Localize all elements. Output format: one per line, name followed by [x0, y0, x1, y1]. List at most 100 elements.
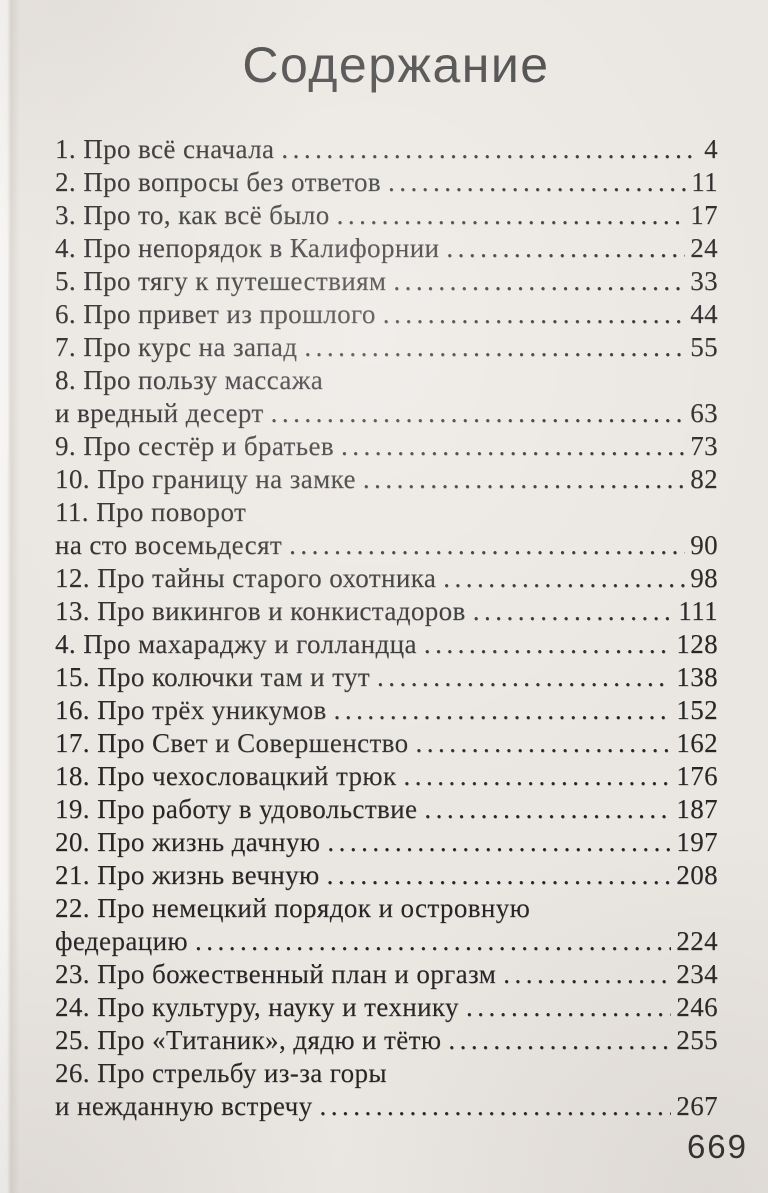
dot-leader	[383, 298, 685, 331]
toc-page-number: 4	[704, 134, 718, 164]
dot-leader	[271, 397, 686, 430]
toc-line: и вредный десерт 63	[55, 397, 718, 430]
toc-entry-title: 22. Про немецкий порядок и островную	[55, 893, 531, 923]
toc-line: 4. Про махараджу и голландца 128	[55, 628, 718, 661]
toc-line: 4. Про непорядок в Калифорнии 24	[55, 232, 718, 265]
dot-leader	[424, 793, 671, 826]
dot-leader	[393, 265, 685, 298]
toc-entry: 17. Про Свет и Совершенство 162	[55, 727, 718, 760]
dot-leader	[388, 166, 686, 199]
toc-entry: 2. Про вопросы без ответов 11	[55, 166, 718, 199]
toc-page-number: 267	[676, 1091, 718, 1121]
toc-entry-title: 10. Про границу на замке	[55, 464, 356, 494]
dot-leader	[377, 661, 671, 694]
toc-entry-title: 15. Про колючки там и тут	[55, 662, 371, 692]
dot-leader	[337, 199, 686, 232]
toc-entry: 5. Про тягу к путешествиям 33	[55, 265, 718, 298]
toc-page-number: 255	[676, 1025, 718, 1055]
toc-line: 7. Про курс на запад 55	[55, 331, 718, 364]
toc-entry: 9. Про сестёр и братьев 73	[55, 430, 718, 463]
toc-entry: 26. Про стрельбу из-за горы и нежданную в…	[55, 1057, 718, 1123]
dot-leader	[327, 826, 671, 859]
toc-page-number: 55	[690, 332, 718, 362]
toc-page-number: 90	[690, 530, 718, 560]
toc-entry-title: 16. Про трёх уникумов	[55, 695, 327, 725]
toc-line: 18. Про чехословацкий трюк 176	[55, 760, 718, 793]
toc-entry-title: 13. Про викингов и конкистадоров	[55, 596, 466, 626]
dot-leader	[416, 727, 672, 760]
toc-page-number: 187	[676, 794, 718, 824]
toc-entry-title: 26. Про стрельбу из-за горы	[55, 1058, 387, 1088]
toc-entry-title: и нежданную встречу	[55, 1091, 313, 1121]
toc-line: 21. Про жизнь вечную 208	[55, 859, 718, 892]
toc-entry-title: 3. Про то, как всё было	[55, 200, 330, 230]
toc-line: 20. Про жизнь дачную 197	[55, 826, 718, 859]
dot-leader	[320, 1090, 672, 1123]
toc-entry-title: 4. Про непорядок в Калифорнии	[55, 233, 440, 263]
toc-page-number: 98	[690, 563, 718, 593]
toc-line: 25. Про «Титаник», дядю и тётю 255	[55, 1024, 718, 1057]
toc-line: 11. Про поворот	[55, 496, 718, 529]
toc-entry-title: 6. Про привет из прошлого	[55, 299, 376, 329]
toc-entry-title: 11. Про поворот	[55, 497, 247, 527]
toc-entry: 4. Про непорядок в Калифорнии 24	[55, 232, 718, 265]
toc-line: 12. Про тайны старого охотника 98	[55, 562, 718, 595]
toc-line: 10. Про границу на замке 82	[55, 463, 718, 496]
dot-leader	[363, 463, 685, 496]
toc-entry-title: 20. Про жизнь дачную	[55, 827, 321, 857]
dot-leader	[466, 991, 671, 1024]
toc-entry: 15. Про колючки там и тут 138	[55, 661, 718, 694]
toc-line: 23. Про божественный план и оргазм 234	[55, 958, 718, 991]
toc-page-number: 162	[676, 728, 718, 758]
toc-entry-title: 17. Про Свет и Совершенство	[55, 728, 409, 758]
toc-line: 15. Про колючки там и тут 138	[55, 661, 718, 694]
dot-leader	[281, 133, 699, 166]
toc-page-number: 82	[690, 464, 718, 494]
dot-leader	[424, 628, 671, 661]
toc-line: 13. Про викингов и конкистадоров 111	[55, 595, 718, 628]
dot-leader	[403, 760, 671, 793]
dot-leader	[503, 958, 671, 991]
dot-leader	[341, 430, 685, 463]
toc-entry-title: 9. Про сестёр и братьев	[55, 431, 335, 461]
toc-page-number: 208	[676, 860, 718, 890]
toc-line: 19. Про работу в удовольствие 187	[55, 793, 718, 826]
toc-line: федерацию 224	[55, 925, 718, 958]
toc-line: 17. Про Свет и Совершенство 162	[55, 727, 718, 760]
toc-line: 1. Про всё сначала 4	[55, 133, 718, 166]
toc-entry: 19. Про работу в удовольствие 187	[55, 793, 718, 826]
toc-entry-title: 8. Про пользу массажа	[55, 365, 324, 395]
dot-leader	[443, 562, 685, 595]
toc-page-number: 33	[690, 266, 718, 296]
toc-entry: 20. Про жизнь дачную 197	[55, 826, 718, 859]
toc-entry-title: 21. Про жизнь вечную	[55, 860, 320, 890]
toc-entry-title: 19. Про работу в удовольствие	[55, 794, 418, 824]
toc-line: 26. Про стрельбу из-за горы	[55, 1057, 718, 1090]
toc-entry: 3. Про то, как всё было 17	[55, 199, 718, 232]
toc-page-number: 138	[676, 662, 718, 692]
toc-entry: 13. Про викингов и конкистадоров 111	[55, 595, 718, 628]
toc-entry: 10. Про границу на замке 82	[55, 463, 718, 496]
toc-entry-title: на сто восемьдесят	[55, 530, 283, 560]
toc-page-number: 234	[676, 959, 718, 989]
dot-leader	[446, 232, 685, 265]
toc-page-number: 176	[676, 761, 718, 791]
toc-page-number: 11	[691, 167, 718, 197]
toc-entry-title: 24. Про культуру, науку и технику	[55, 992, 459, 1022]
toc-entry-title: 23. Про божественный план и оргазм	[55, 959, 497, 989]
toc-line: 3. Про то, как всё было 17	[55, 199, 718, 232]
toc-line: 6. Про привет из прошлого 44	[55, 298, 718, 331]
toc-entry: 7. Про курс на запад 55	[55, 331, 718, 364]
corner-page-number: 669	[686, 1128, 748, 1165]
toc-entry: 4. Про махараджу и голландца 128	[55, 628, 718, 661]
toc-entry: 22. Про немецкий порядок и островную феде…	[55, 892, 718, 958]
toc-line: и нежданную встречу 267	[55, 1090, 718, 1123]
toc-line: 2. Про вопросы без ответов 11	[55, 166, 718, 199]
toc-entry-title: 25. Про «Титаник», дядю и тётю	[55, 1025, 442, 1055]
toc-entry-title: и вредный десерт	[55, 398, 264, 428]
toc-entry-title: федерацию	[55, 926, 188, 956]
toc-entry: 18. Про чехословацкий трюк 176	[55, 760, 718, 793]
toc-page-number: 73	[690, 431, 718, 461]
